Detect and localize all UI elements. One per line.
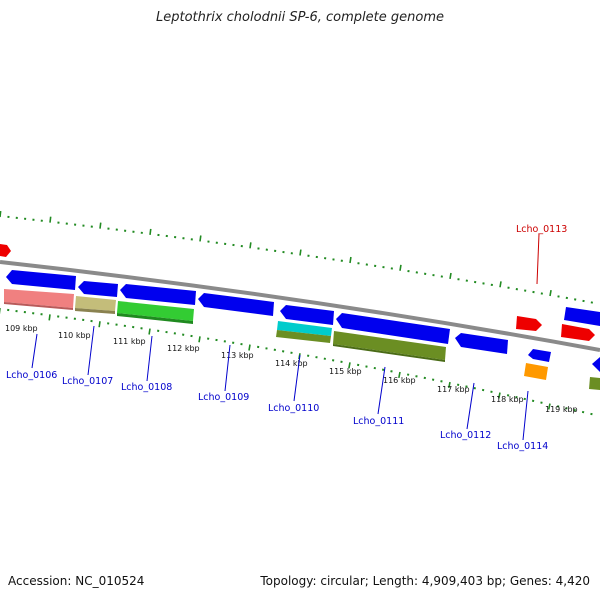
gene-feature[interactable] xyxy=(78,281,118,297)
gene-label[interactable]: Lcho_0112 xyxy=(440,430,491,441)
genome-backbone xyxy=(0,260,600,352)
major-tick xyxy=(348,362,351,369)
major-tick xyxy=(399,264,402,271)
scale-labels: 109 kbp 110 kbp 111 kbp 112 kbp 113 kbp … xyxy=(5,324,578,414)
gene-feature[interactable] xyxy=(75,296,116,311)
scale-label: 116 kbp xyxy=(383,376,416,385)
gene-feature[interactable] xyxy=(117,301,194,321)
gene-feature[interactable] xyxy=(4,289,74,308)
gene-feature[interactable] xyxy=(592,357,600,372)
major-tick xyxy=(198,336,201,343)
gene-feature[interactable] xyxy=(455,333,508,354)
gene-feature[interactable] xyxy=(336,313,450,344)
major-tick xyxy=(449,272,452,280)
gene-label[interactable]: Lcho_0106 xyxy=(6,370,57,381)
scale-label: 109 kbp xyxy=(5,324,38,333)
scale-label: 119 kbp xyxy=(545,405,578,414)
major-tick xyxy=(499,281,502,288)
major-tick xyxy=(149,228,152,235)
gene-label[interactable]: Lcho_0114 xyxy=(497,441,548,452)
scale-label: 111 kbp xyxy=(113,337,146,346)
scale-label: 110 kbp xyxy=(58,331,91,340)
gene-features xyxy=(0,244,600,390)
gene-label-leaders xyxy=(31,233,540,441)
gene-feature[interactable] xyxy=(198,293,274,316)
gene-feature[interactable] xyxy=(280,305,334,325)
scale-label: 114 kbp xyxy=(275,359,308,368)
topology-label: Topology: circular; Length: 4,909,403 bp… xyxy=(260,574,590,588)
scale-label: 117 kbp xyxy=(437,385,470,394)
scale-label: 113 kbp xyxy=(221,351,254,360)
major-tick xyxy=(299,249,302,256)
major-tick xyxy=(547,403,551,410)
gene-label[interactable]: Lcho_0109 xyxy=(198,392,249,403)
gene-feature[interactable] xyxy=(120,284,196,305)
gene-feature[interactable] xyxy=(117,313,193,324)
major-tick xyxy=(99,222,102,229)
gene-feature[interactable] xyxy=(277,321,332,336)
major-tick xyxy=(49,216,52,223)
gene-label[interactable]: Lcho_0107 xyxy=(62,376,113,387)
gene-label[interactable]: Lcho_0110 xyxy=(268,403,319,414)
gene-feature[interactable] xyxy=(75,308,115,314)
gene-feature[interactable] xyxy=(333,331,446,360)
gene-feature[interactable] xyxy=(528,349,551,362)
gene-feature[interactable] xyxy=(276,330,331,343)
accession-label: Accession: NC_010524 xyxy=(8,574,145,588)
gene-feature[interactable] xyxy=(589,377,600,390)
major-tick xyxy=(148,328,151,335)
major-tick xyxy=(199,235,202,242)
major-tick xyxy=(48,314,51,321)
gene-feature[interactable] xyxy=(4,302,73,310)
inner-tick-ring xyxy=(0,308,593,416)
major-tick xyxy=(98,321,101,328)
gene-label[interactable]: Lcho_0111 xyxy=(353,416,404,427)
gene-labels: Lcho_0106 Lcho_0107 Lcho_0108 Lcho_0109 … xyxy=(6,224,567,452)
gene-feature[interactable] xyxy=(0,244,11,257)
gene-feature[interactable] xyxy=(561,324,595,341)
gene-feature[interactable] xyxy=(516,316,542,331)
major-tick xyxy=(349,256,352,264)
major-tick xyxy=(549,289,552,297)
major-tick xyxy=(448,381,451,389)
major-tick xyxy=(0,210,2,218)
scale-label: 118 kbp xyxy=(491,395,524,404)
gene-label[interactable]: Lcho_0108 xyxy=(121,382,172,393)
gene-feature[interactable] xyxy=(333,344,445,362)
outer-tick-ring xyxy=(0,210,594,304)
scale-label: 112 kbp xyxy=(167,344,200,353)
major-tick xyxy=(249,242,252,249)
gene-feature[interactable] xyxy=(6,270,76,290)
gene-label[interactable]: Lcho_0113 xyxy=(516,224,567,235)
major-tick xyxy=(248,344,251,351)
gene-feature[interactable] xyxy=(524,363,548,380)
scale-label: 115 kbp xyxy=(329,367,362,376)
major-tick xyxy=(398,371,401,379)
major-tick xyxy=(497,392,501,399)
map-title: Leptothrix cholodnii SP-6, complete geno… xyxy=(156,10,444,25)
gene-feature[interactable] xyxy=(564,307,600,326)
